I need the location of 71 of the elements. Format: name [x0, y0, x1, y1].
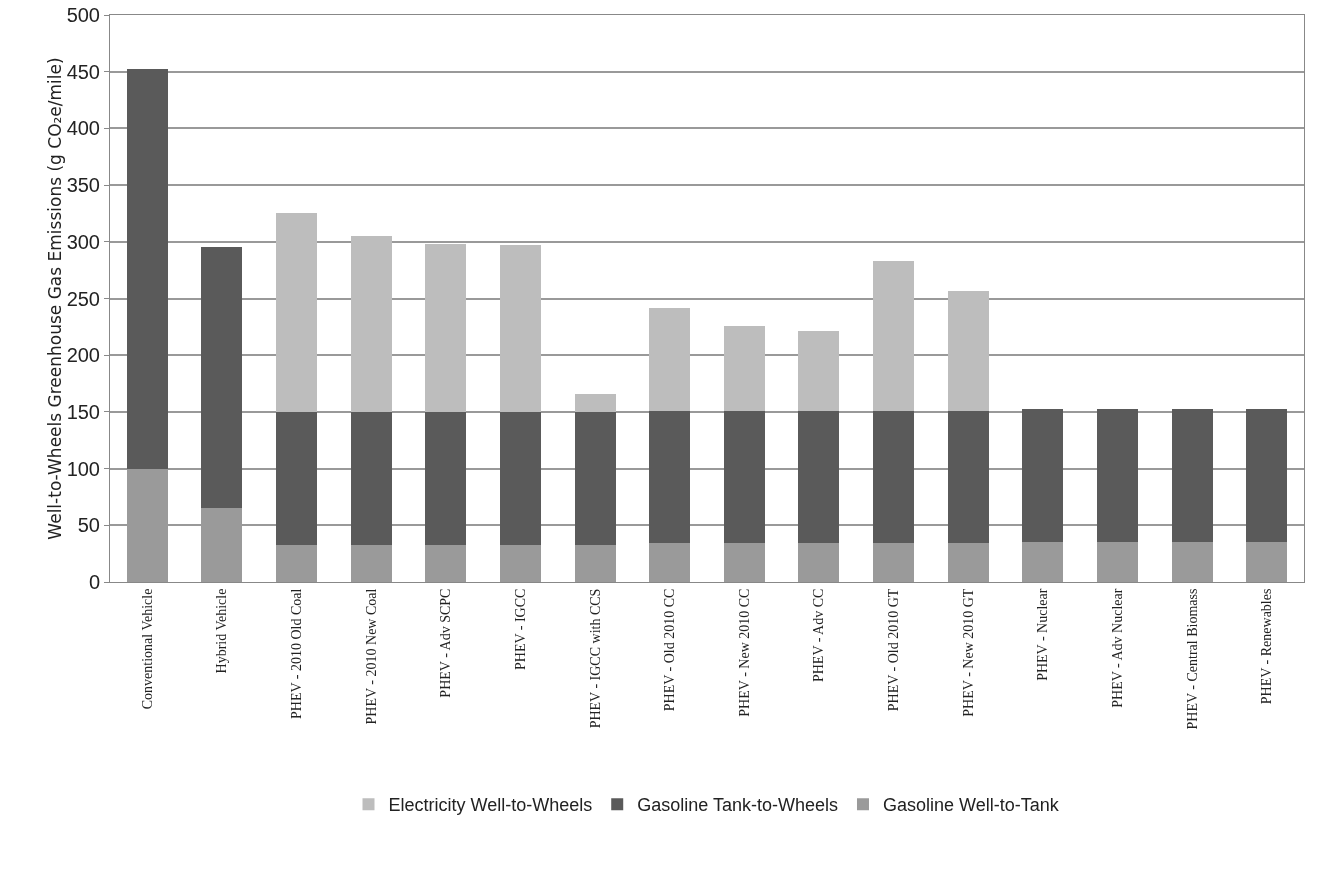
bar: [350, 544, 392, 582]
bar: [425, 544, 467, 582]
bar: [499, 411, 541, 545]
bar: [499, 544, 541, 582]
y-tick-label: 0: [88, 571, 100, 593]
bar: [574, 393, 616, 412]
x-tick-label: PHEV - Adv CC: [811, 588, 827, 683]
x-tick-label: PHEV - 2010 New Coal: [363, 588, 379, 725]
x-tick-label: Hybrid Vehicle: [214, 588, 230, 674]
bar: [723, 410, 765, 544]
bar: [947, 543, 989, 582]
x-tick-label: PHEV - Old 2010 GT: [886, 588, 902, 712]
bar: [1096, 408, 1138, 543]
y-axis-title: Well-to-Wheels Greenhouse Gas Emissions (g CO₂e/mile): [44, 57, 65, 540]
bar: [499, 245, 541, 412]
legend-label: Electricity Well-to-Wheels: [388, 795, 593, 816]
bar: [649, 543, 691, 582]
x-tick-label: Conventional Vehicle: [139, 588, 155, 710]
y-tick-label: 450: [66, 60, 100, 83]
x-tick-label: PHEV - Adv SCPC: [438, 588, 454, 698]
bar: [276, 213, 318, 412]
y-tick-label: 350: [66, 174, 100, 197]
bar: [1096, 542, 1138, 582]
bar: [276, 544, 318, 582]
x-tick-label: PHEV - IGCC: [512, 588, 528, 671]
bar: [947, 290, 989, 411]
bar: [649, 307, 691, 411]
x-tick-label: PHEV - Old 2010 CC: [662, 588, 678, 712]
legend-label: Gasoline Well-to-Tank: [882, 795, 1060, 816]
x-tick-label: PHEV - 2010 Old Coal: [289, 588, 305, 720]
bar: [798, 331, 840, 411]
y-tick-label: 150: [66, 400, 100, 423]
x-tick-label: PHEV - New 2010 GT: [960, 588, 976, 717]
bar: [723, 543, 765, 582]
bar: [425, 244, 467, 412]
bar: [1246, 542, 1288, 582]
x-tick-label: PHEV - Renewables: [1259, 588, 1275, 705]
bar: [201, 247, 243, 509]
bar: [425, 411, 467, 545]
legend-label: Gasoline Tank-to-Wheels: [637, 795, 838, 816]
bar: [798, 543, 840, 582]
x-tick-label: PHEV - Nuclear: [1035, 588, 1051, 681]
bar: [276, 411, 318, 545]
x-tick-label: PHEV - Central Biomass: [1184, 588, 1200, 730]
x-tick-label: PHEV - Adv Nuclear: [1109, 588, 1125, 708]
bar: [1171, 542, 1213, 582]
bar: [126, 69, 168, 469]
bar: [574, 544, 616, 582]
bar: [1022, 408, 1064, 543]
y-tick-label: 50: [77, 514, 100, 537]
bar: [649, 410, 691, 544]
bar: [873, 261, 915, 411]
bar: [873, 543, 915, 582]
bar: [574, 411, 616, 545]
y-tick-label: 500: [66, 4, 100, 26]
bar: [350, 236, 392, 412]
bar: [1171, 408, 1213, 543]
bar: [350, 411, 392, 545]
bar: [947, 410, 989, 544]
bar: [798, 410, 840, 544]
x-tick-label: PHEV - IGCC with CCS: [587, 588, 603, 729]
y-tick-label: 100: [66, 457, 100, 480]
x-tick-label: PHEV - New 2010 CC: [736, 588, 752, 717]
y-tick-label: 400: [66, 117, 100, 140]
bar: [1246, 408, 1288, 543]
y-tick-label: 300: [66, 230, 100, 253]
y-tick-label: 250: [66, 287, 100, 310]
bar: [873, 410, 915, 544]
bar: [1022, 542, 1064, 582]
y-tick-label: 200: [66, 344, 100, 367]
bar: [723, 325, 765, 411]
